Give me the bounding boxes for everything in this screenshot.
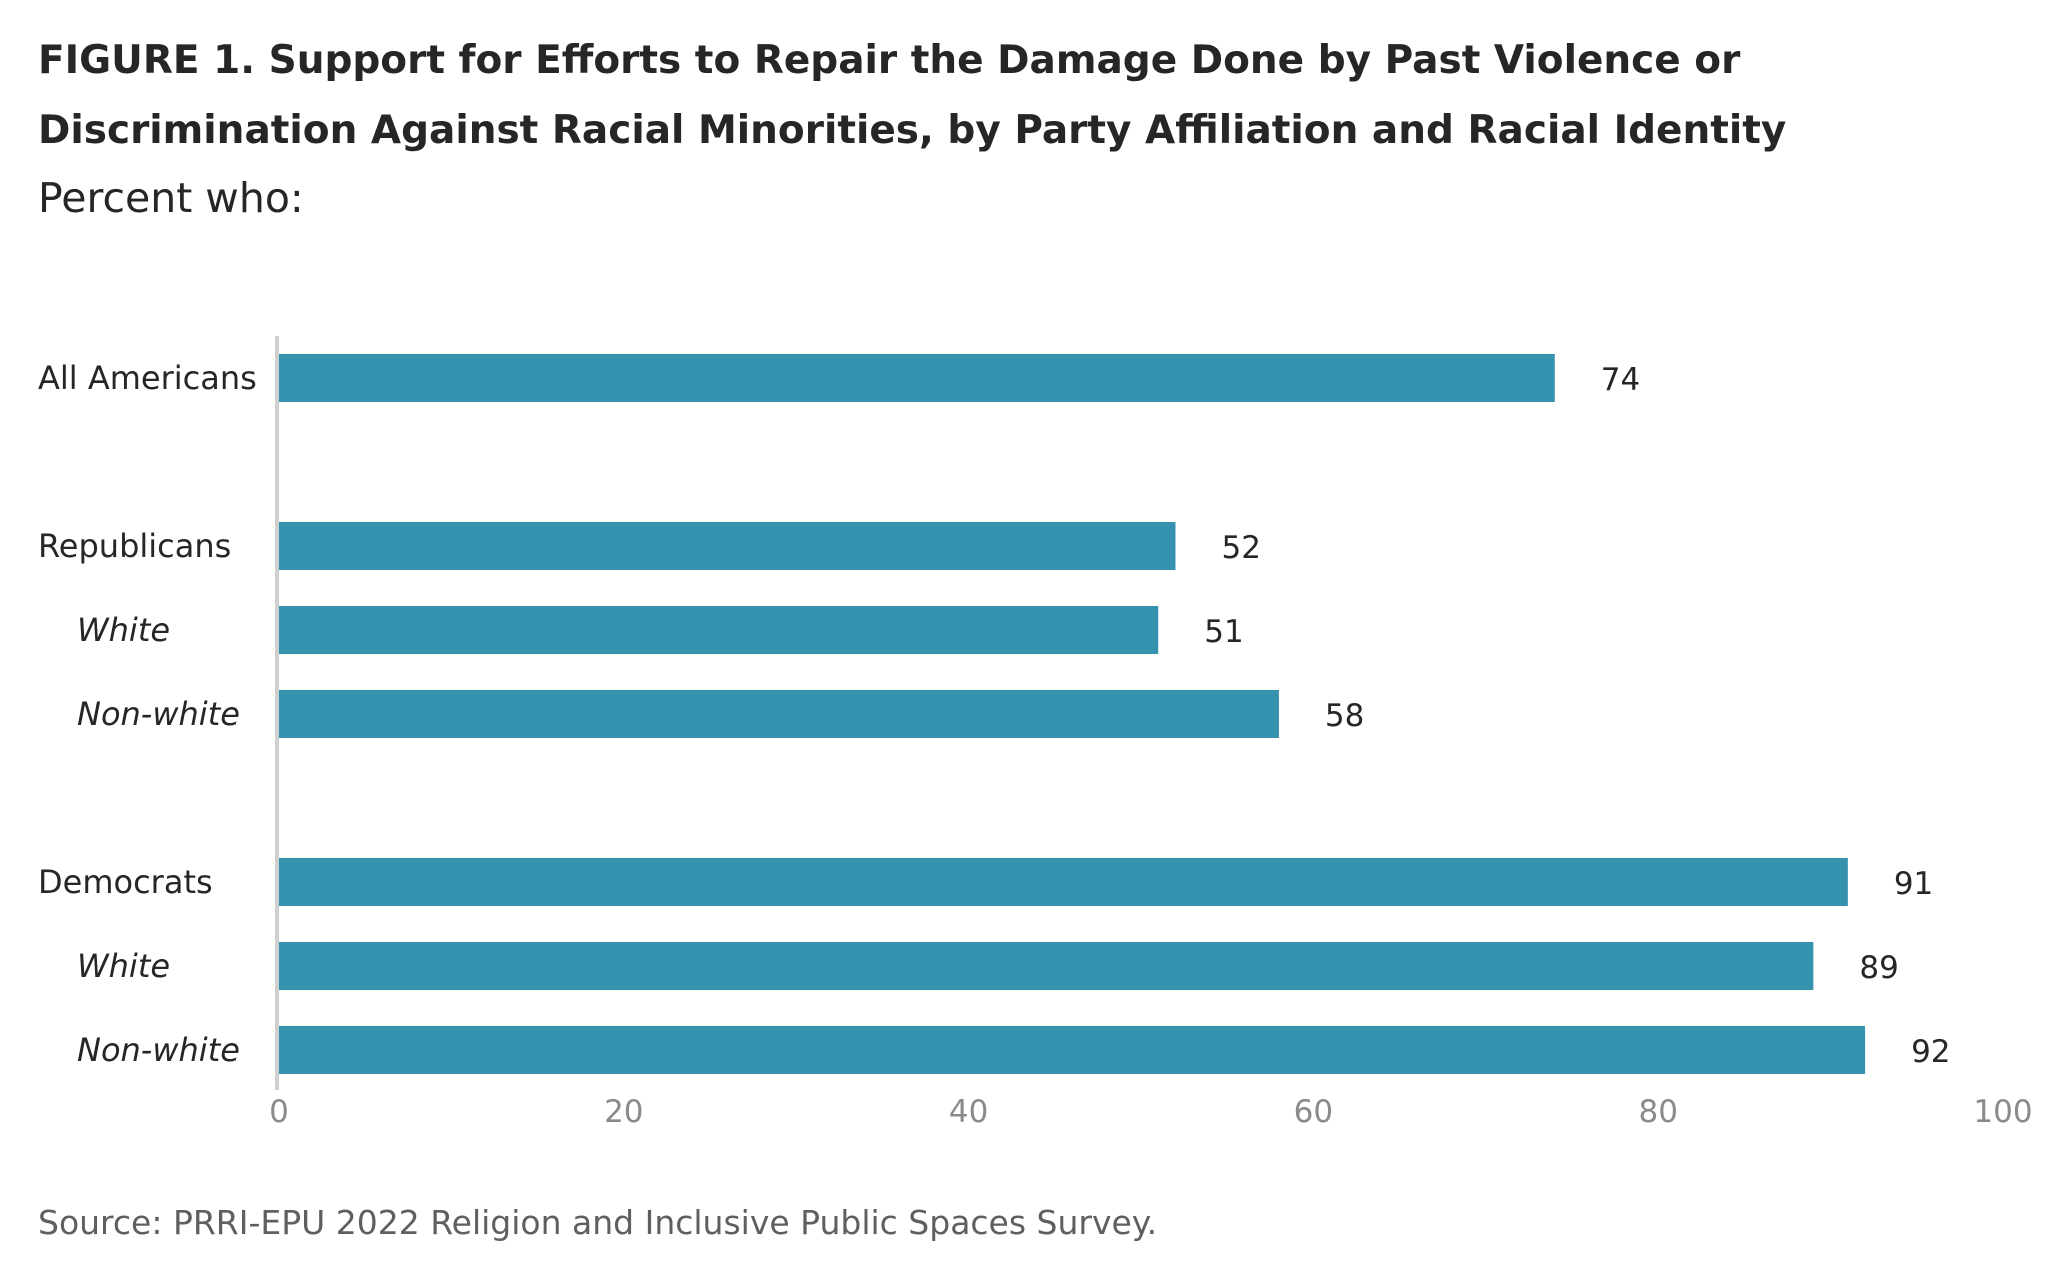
bar [279,690,1279,738]
x-tick-label: 80 [1638,1094,1677,1130]
x-axis-ticks: 0 20 40 60 80 100 [269,1094,2032,1130]
bar-chart: All Americans Republicans White Non-white De… [38,336,2033,1130]
value-label: 58 [1325,698,1364,734]
bars-layer [279,354,1866,1074]
x-tick-label: 0 [269,1094,289,1130]
source-note: Source: PRRI-EPU 2022 Religion and Inclu… [38,1203,1158,1242]
bar [279,522,1176,570]
category-label: White [77,611,170,649]
bar [279,942,1814,990]
category-label: All Americans [38,359,257,397]
bar [279,858,1848,906]
value-label: 91 [1894,866,1933,902]
value-label: 51 [1204,614,1243,650]
category-label: White [77,947,170,985]
value-label: 74 [1601,362,1640,398]
x-tick-label: 60 [1294,1094,1333,1130]
bar [279,1026,1866,1074]
x-tick-label: 40 [949,1094,988,1130]
category-label: Republicans [38,527,231,565]
category-label: Non-white [77,695,240,733]
x-tick-label: 100 [1973,1094,2032,1130]
category-label: Non-white [77,1031,240,1069]
x-tick-label: 20 [604,1094,643,1130]
value-labels: 74 52 51 58 91 89 92 [1204,362,1950,1070]
chart-title: FIGURE 1. Support for Efforts to Repair … [38,38,1787,153]
value-label: 89 [1859,950,1898,986]
value-label: 92 [1911,1034,1950,1070]
category-labels: All Americans Republicans White Non-white De… [38,359,257,1069]
value-label: 52 [1221,530,1260,566]
chart-subtitle: Percent who: [38,174,304,222]
bar [279,354,1555,402]
category-label: Democrats [38,863,213,901]
bar [279,606,1159,654]
